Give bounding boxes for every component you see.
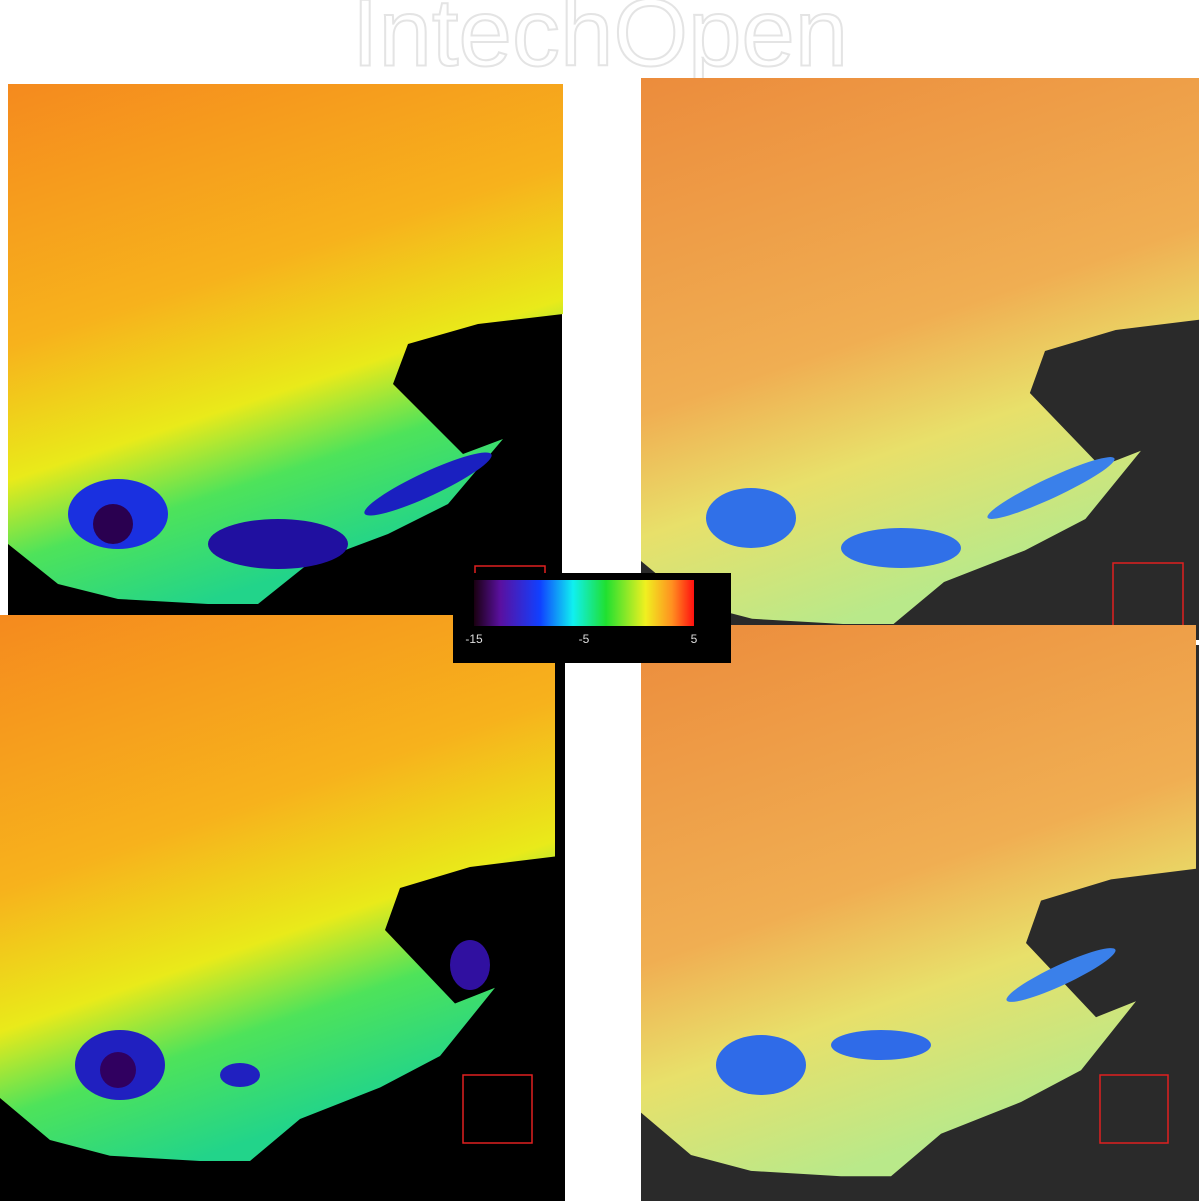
colorbar-tick-label: -5 [579,632,590,646]
panel-bottom-left [0,615,565,1201]
colorbar-tick-label: -15 [465,632,483,646]
figure: IntechOpen -15 [0,0,1199,1201]
colorbar-tick-label: 5 [691,632,698,646]
colorbar-gradient [474,580,694,626]
panel-top-right [641,78,1199,640]
panel-top-left [8,84,563,640]
watermark: IntechOpen [352,0,848,86]
colorbar: -15 -5 5 [453,573,731,663]
panel-bottom-right [641,625,1199,1201]
